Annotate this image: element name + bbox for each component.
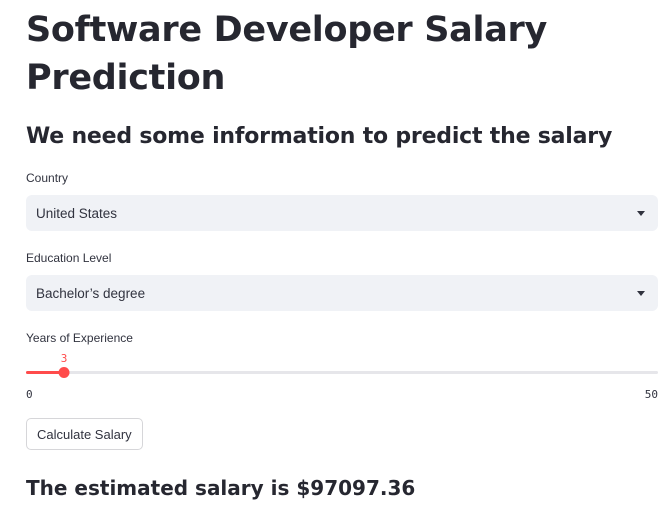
country-label: Country — [26, 171, 69, 185]
estimated-salary-result: The estimated salary is $97097.36 — [26, 476, 416, 500]
slider-max-label: 50 — [644, 388, 658, 401]
experience-slider[interactable]: 3 0 50 — [26, 350, 658, 401]
chevron-down-icon — [637, 291, 645, 296]
education-selected-value: Bachelor’s degree — [36, 285, 146, 301]
country-select[interactable]: United States — [26, 195, 658, 231]
slider-min-label: 0 — [26, 388, 33, 401]
calculate-salary-button[interactable]: Calculate Salary — [26, 418, 143, 450]
chevron-down-icon — [637, 211, 645, 216]
experience-label: Years of Experience — [26, 331, 133, 345]
page-title: Software Developer Salary Prediction — [26, 10, 547, 98]
slider-thumb[interactable] — [58, 367, 70, 378]
slider-current-value: 3 — [60, 352, 68, 365]
page-subtitle: We need some information to predict the … — [26, 124, 613, 149]
education-select[interactable]: Bachelor’s degree — [26, 275, 658, 311]
slider-track-fill — [26, 371, 64, 374]
slider-track[interactable] — [26, 371, 658, 374]
education-label: Education Level — [26, 251, 112, 265]
country-selected-value: United States — [36, 205, 118, 221]
